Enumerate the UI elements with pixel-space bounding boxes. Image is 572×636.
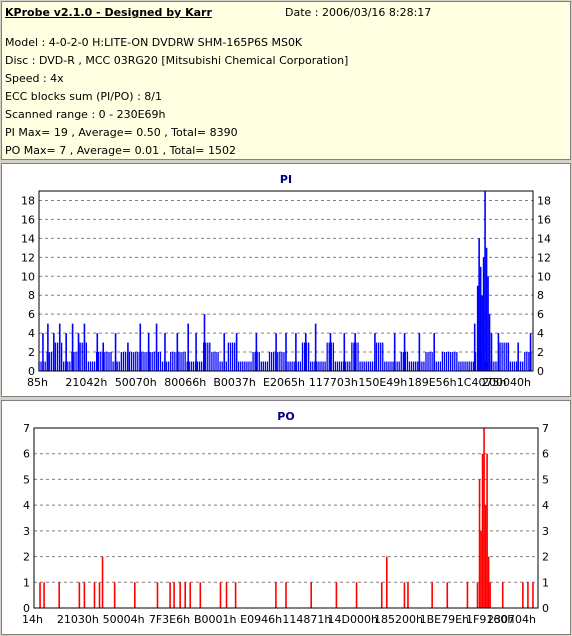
- po-x-tick-label: 230704h: [487, 613, 536, 626]
- pi-x-tick-label: 117703h: [309, 376, 358, 389]
- po-y-tick-label-right: 0: [542, 602, 549, 615]
- pi-y-tick-label-left: 2: [28, 346, 35, 359]
- pi-y-tick-label-left: 4: [28, 327, 35, 340]
- po-y-tick-label-left: 5: [23, 473, 30, 486]
- pi-y-tick-label-right: 8: [537, 289, 544, 302]
- pi-y-tick-label-right: 0: [537, 365, 544, 378]
- po-y-tick-label-left: 1: [23, 576, 30, 589]
- speed-line: Speed : 4x: [5, 72, 64, 85]
- pi-x-tick-label: 21042h: [65, 376, 107, 389]
- po-chart-title: PO: [277, 410, 294, 423]
- pi-plot-area: [38, 190, 534, 372]
- po-x-tick-label: 1BE79Eh: [420, 613, 469, 626]
- po-y-tick-label-left: 2: [23, 551, 30, 564]
- pi-chart: PI 0 0 2 2 4 4 6 6 8 8 10 10 12 12 14 14 16 16 18 18 85h 21042…: [21, 173, 551, 389]
- po-x-tick-label: E0946h: [240, 613, 282, 626]
- po-chart: PO 0 0 1 1 2 2 3 3 4 4 5 5 6 6 7 7 14h 21030h 50004h 7F3E6h B…: [22, 410, 549, 626]
- pi-y-tick-label-right: 14: [537, 232, 551, 245]
- po-x-tick-label: 185200h: [374, 613, 423, 626]
- pi-y-tick-label-right: 2: [537, 346, 544, 359]
- pi-y-tick-label-left: 6: [28, 308, 35, 321]
- pi-x-tick-label: E2065h: [263, 376, 305, 389]
- pi-y-tick-label-right: 4: [537, 327, 544, 340]
- po-x-tick-label: 114871h: [282, 613, 331, 626]
- pi-y-tick-label-left: 8: [28, 289, 35, 302]
- scan-date: Date : 2006/03/16 8:28:17: [285, 6, 432, 19]
- app-title: KProbe v2.1.0 - Designed by Karr: [5, 6, 212, 19]
- pi-y-tick-label-right: 16: [537, 213, 551, 226]
- pi-x-tick-label: 85h: [27, 376, 48, 389]
- po-x-tick-label: 14D000h: [328, 613, 378, 626]
- pi-y-tick-label-left: 10: [21, 270, 35, 283]
- po-y-tick-label-right: 2: [542, 551, 549, 564]
- pi-y-tick-label-left: 14: [21, 232, 35, 245]
- pi-stats-line: PI Max= 19 , Average= 0.50 , Total= 8390: [5, 126, 238, 139]
- po-x-tick-label: 1F9160h: [466, 613, 514, 626]
- pi-y-tick-label-right: 6: [537, 308, 544, 321]
- pi-y-tick-label-left: 16: [21, 213, 35, 226]
- po-x-tick-label: 7F3E6h: [149, 613, 190, 626]
- po-stats-line: PO Max= 7 , Average= 0.01 , Total= 1502: [5, 144, 236, 157]
- pi-x-tick-label: 1C4075h: [457, 376, 507, 389]
- pi-x-tick-label: 189E56h: [408, 376, 457, 389]
- pi-chart-panel: PI 0 0 2 2 4 4 6 6 8 8 10 10 12 12 14 14 16 16 18 18 85h 21042…: [1, 163, 571, 397]
- pi-y-tick-label-right: 10: [537, 270, 551, 283]
- range-line: Scanned range : 0 - 230E69h: [5, 108, 166, 121]
- po-y-tick-label-right: 1: [542, 576, 549, 589]
- pi-y-tick-label-left: 18: [21, 194, 35, 207]
- po-chart-panel: PO 0 0 1 1 2 2 3 3 4 4 5 5 6 6 7 7 14h 21030h 50004h 7F3E6h B…: [1, 400, 571, 635]
- po-y-tick-label-left: 3: [23, 525, 30, 538]
- ecc-line: ECC blocks sum (PI/PO) : 8/1: [5, 90, 162, 103]
- po-y-tick-label-right: 6: [542, 448, 549, 461]
- po-y-tick-label-left: 4: [23, 499, 30, 512]
- po-x-tick-label: 50004h: [103, 613, 145, 626]
- model-line: Model : 4-0-2-0 H:LITE-ON DVDRW SHM-165P…: [5, 36, 303, 49]
- po-x-tick-label: 21030h: [57, 613, 99, 626]
- po-y-tick-label-right: 7: [542, 422, 549, 435]
- pi-x-tick-label: B0037h: [213, 376, 256, 389]
- pi-x-tick-label: 50070h: [115, 376, 157, 389]
- disc-line: Disc : DVD-R , MCC 03RG20 [Mitsubishi Ch…: [5, 54, 349, 67]
- po-x-tick-label: 14h: [22, 613, 43, 626]
- po-y-tick-label-right: 4: [542, 499, 549, 512]
- po-y-tick-label-left: 0: [23, 602, 30, 615]
- po-y-tick-label-left: 7: [23, 422, 30, 435]
- info-panel: KProbe v2.1.0 - Designed by Karr Date : …: [1, 1, 571, 160]
- po-plot-area: [33, 427, 539, 609]
- po-y-tick-label-right: 3: [542, 525, 549, 538]
- pi-x-tick-label: 200040h: [482, 376, 531, 389]
- pi-x-tick-label: 80066h: [164, 376, 206, 389]
- po-y-tick-label-left: 6: [23, 448, 30, 461]
- po-y-tick-label-right: 5: [542, 473, 549, 486]
- pi-y-tick-label-left: 0: [28, 365, 35, 378]
- pi-chart-title: PI: [280, 173, 292, 186]
- pi-x-tick-label: 150E49h: [358, 376, 407, 389]
- po-x-tick-label: B0001h: [194, 613, 237, 626]
- pi-y-tick-label-right: 18: [537, 194, 551, 207]
- pi-y-tick-label-right: 12: [537, 251, 551, 264]
- pi-y-tick-label-left: 12: [21, 251, 35, 264]
